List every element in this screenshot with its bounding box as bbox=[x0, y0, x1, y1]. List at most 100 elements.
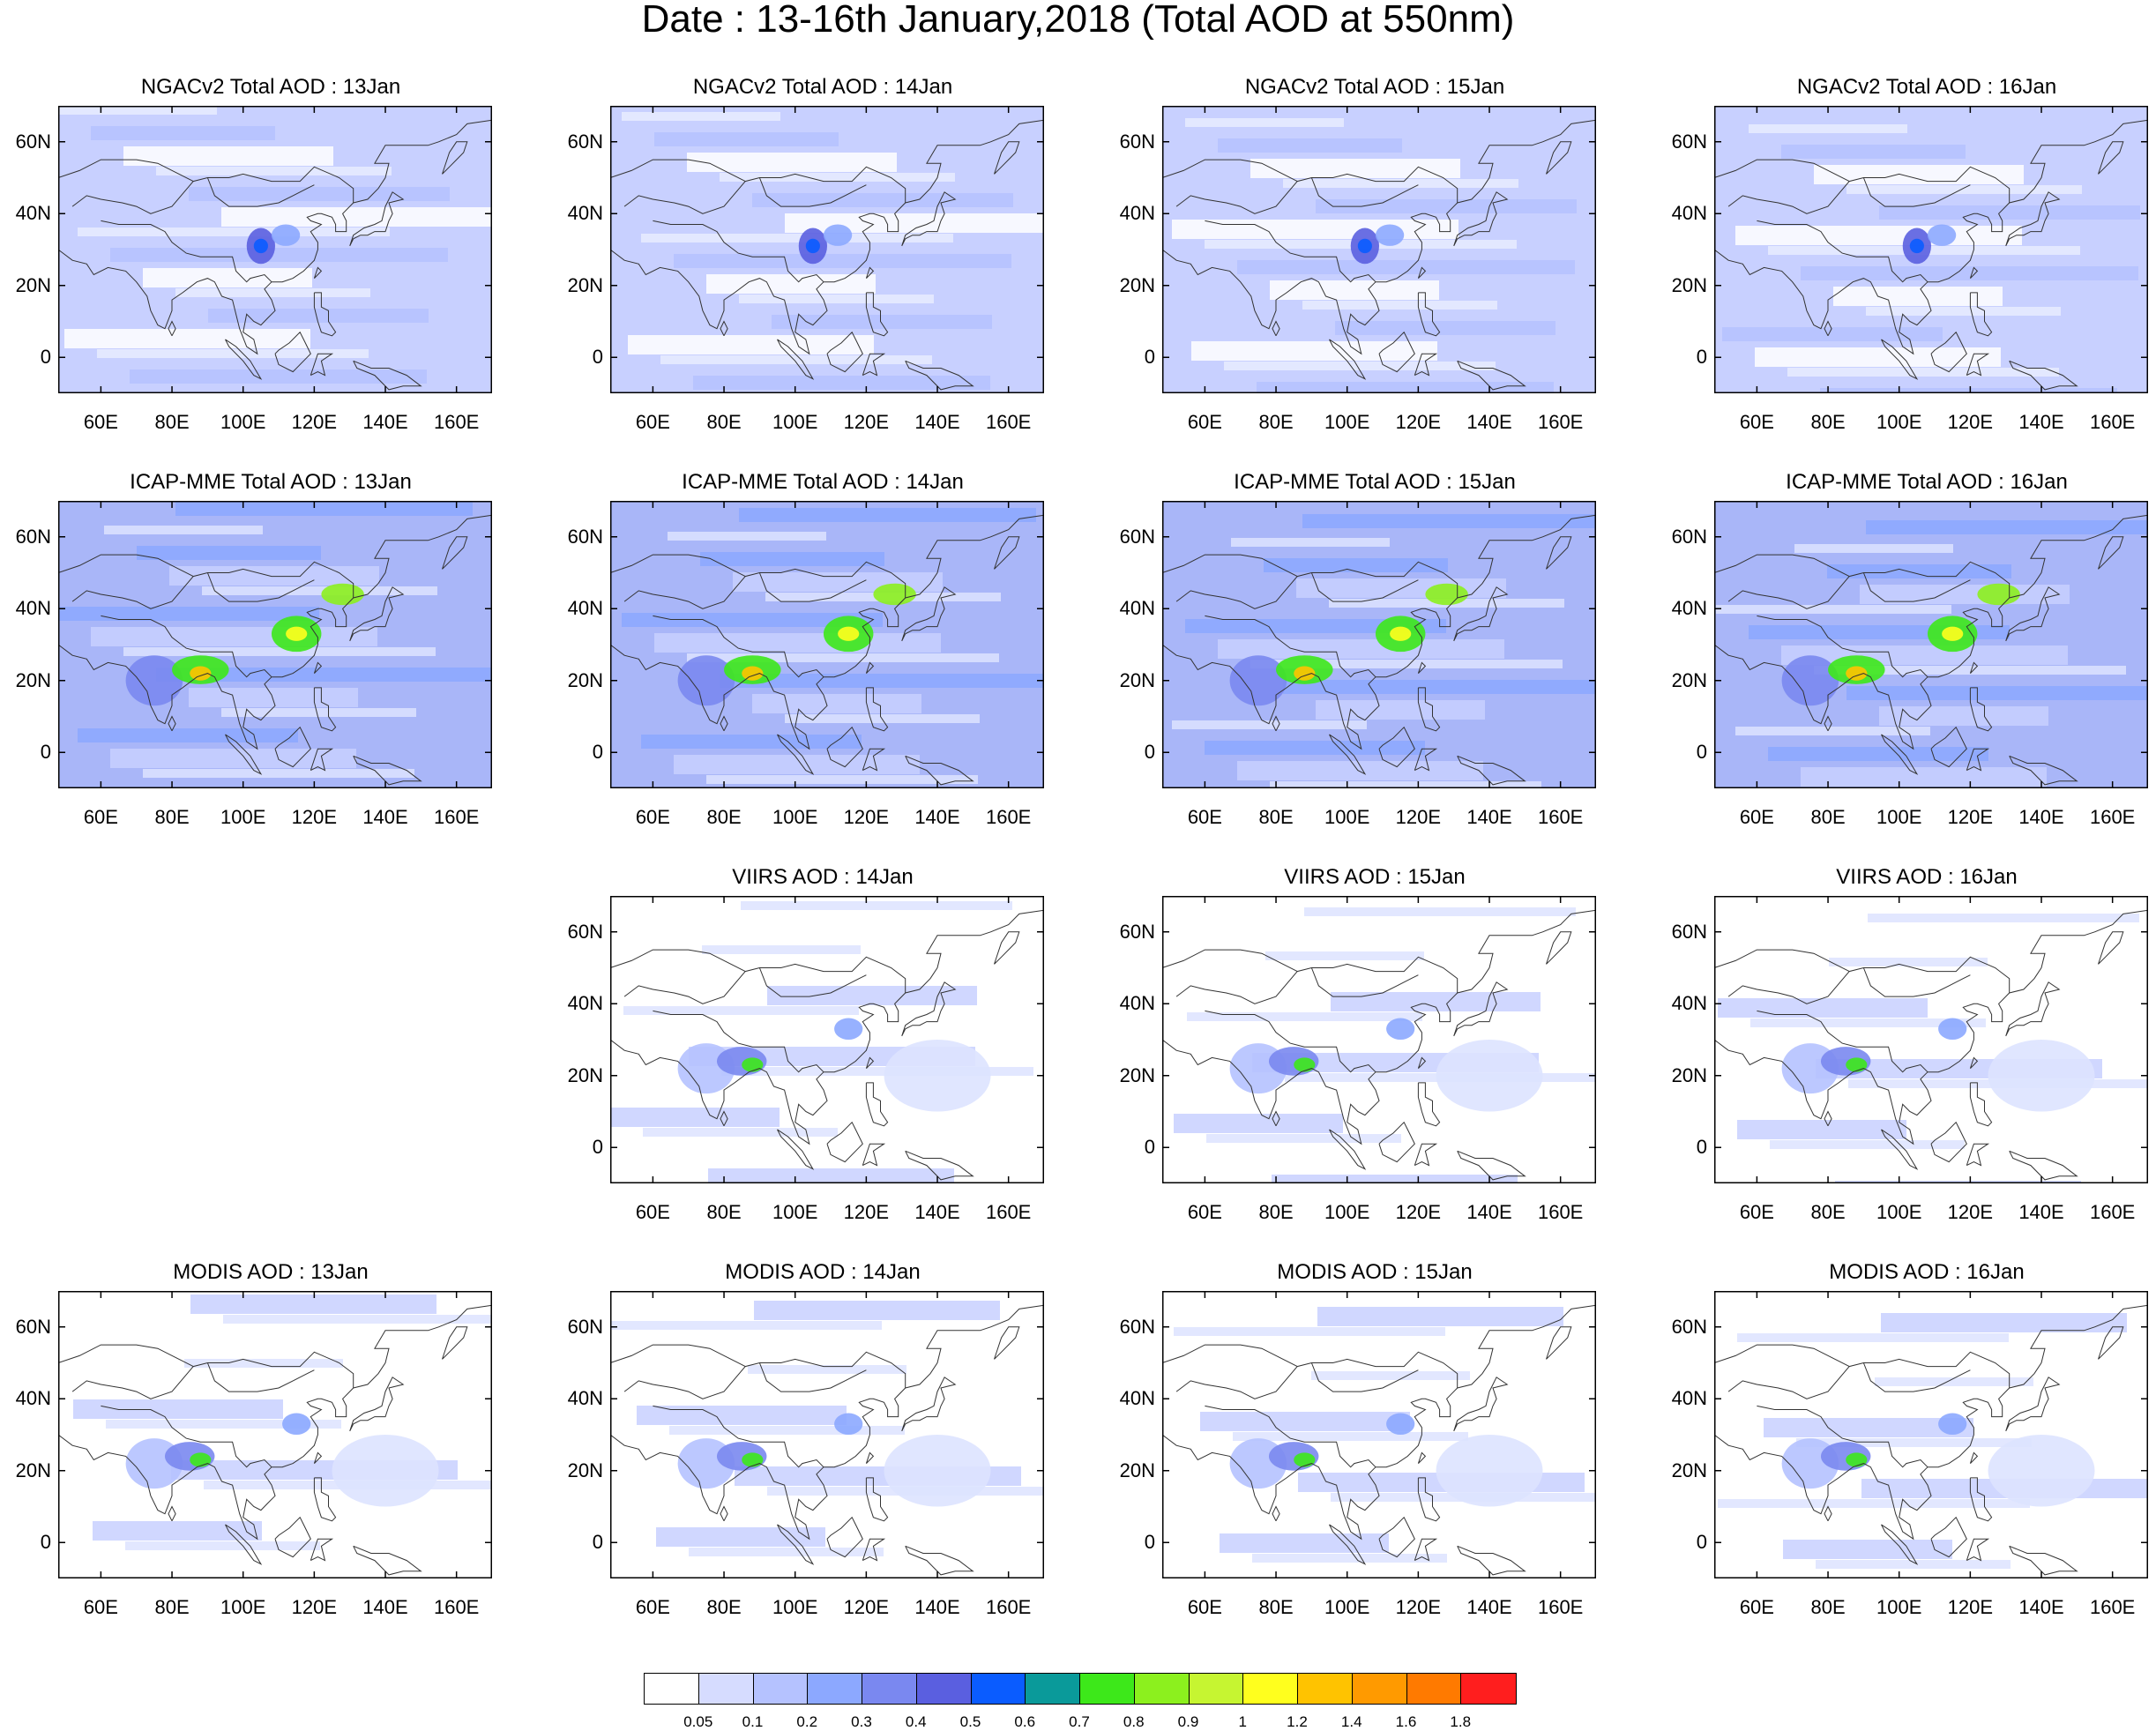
map-panel: NGACv2 Total AOD : 14Jan 60N 40N 20N 0 60E 80E… bbox=[552, 76, 1046, 455]
coastline bbox=[206, 572, 315, 602]
aod-plume bbox=[271, 224, 301, 246]
coastline bbox=[1966, 353, 1990, 377]
latitude-label: 40N bbox=[15, 597, 51, 620]
coastline bbox=[777, 1524, 815, 1565]
aod-field-band bbox=[184, 1359, 343, 1368]
aod-field-band bbox=[79, 1335, 377, 1349]
coastline bbox=[1546, 141, 1572, 175]
latitude-label: 60N bbox=[567, 525, 603, 548]
coastline bbox=[1714, 909, 2148, 1145]
aod-plume bbox=[1781, 655, 1839, 706]
aod-field-band bbox=[1233, 1432, 1468, 1441]
coastline bbox=[1417, 1082, 1441, 1127]
aod-plume bbox=[1938, 1413, 1967, 1435]
latitude-label: 60N bbox=[1671, 1315, 1707, 1338]
latitude-label: 20N bbox=[1671, 1063, 1707, 1086]
coastline bbox=[2098, 1326, 2124, 1360]
coastline bbox=[1417, 1477, 1441, 1522]
map-panel: MODIS AOD : 16Jan 60N 40N 20N 0 60E 80E 100E 120… bbox=[1656, 1261, 2150, 1640]
longitude-label: 80E bbox=[706, 1201, 742, 1223]
coastline bbox=[653, 1405, 824, 1468]
longitude-label: 80E bbox=[1258, 1596, 1294, 1618]
panel-title: ICAP-MME Total AOD : 15Jan bbox=[1234, 470, 1516, 494]
aod-field-band bbox=[73, 1399, 283, 1419]
map-panel: VIIRS AOD : 14Jan 60N 40N 20N 0 60E 80E 100E 120… bbox=[552, 866, 1046, 1245]
coastline bbox=[2009, 1545, 2078, 1576]
map-area bbox=[610, 896, 1044, 1183]
latitude-label: 60N bbox=[1119, 525, 1155, 548]
map-area bbox=[610, 106, 1044, 393]
aod-field-band bbox=[1881, 1313, 2127, 1332]
colorbar-tick-label: 0.3 bbox=[851, 1713, 872, 1730]
map-panel: VIIRS AOD : 16Jan 60N 40N 20N 0 60E 80E 100E 120… bbox=[1656, 866, 2150, 1245]
map-background bbox=[1714, 501, 2148, 788]
aod-field-band bbox=[1814, 666, 2126, 675]
aod-field-band bbox=[1174, 1327, 1445, 1336]
coastline bbox=[1457, 1150, 1526, 1181]
coastline bbox=[1205, 615, 1376, 678]
longitude-label: 80E bbox=[1810, 1596, 1846, 1618]
coastline bbox=[353, 360, 422, 391]
aod-field-band bbox=[1735, 226, 2022, 245]
aod-field-band bbox=[1768, 747, 1988, 761]
aod-field-band bbox=[1737, 1120, 1906, 1139]
map-border bbox=[610, 1291, 1044, 1578]
longitude-label: 120E bbox=[291, 1596, 338, 1618]
coastline bbox=[1714, 159, 1850, 183]
coastline bbox=[1162, 159, 1298, 183]
longitude-label: 120E bbox=[1947, 411, 1994, 433]
coastline bbox=[168, 1505, 176, 1522]
aod-field-band bbox=[104, 526, 263, 534]
coastline bbox=[1310, 572, 1419, 602]
longitude-label: 80E bbox=[1810, 411, 1846, 433]
map-area bbox=[1714, 1291, 2148, 1578]
latitude-label: 60N bbox=[1671, 920, 1707, 943]
coastline bbox=[1969, 1451, 1979, 1464]
coastline bbox=[720, 320, 728, 337]
aod-plume bbox=[742, 666, 764, 681]
longitude-label: 100E bbox=[1876, 1596, 1922, 1618]
longitude-label: 140E bbox=[914, 411, 960, 433]
coastline bbox=[1162, 949, 1298, 973]
aod-field-band bbox=[1218, 639, 1504, 659]
aod-plume bbox=[742, 1057, 764, 1072]
latitude-label: 60N bbox=[15, 130, 51, 153]
aod-field-band bbox=[721, 1568, 942, 1578]
coastline bbox=[777, 734, 815, 775]
coastline bbox=[1757, 220, 1928, 283]
coastline bbox=[1417, 292, 1441, 337]
coastline bbox=[58, 119, 492, 355]
latitude-label: 40N bbox=[567, 202, 603, 225]
colorbar-swatch bbox=[915, 1673, 972, 1705]
coastline bbox=[310, 1538, 334, 1562]
latitude-label: 0 bbox=[592, 1531, 603, 1554]
aod-plume bbox=[1977, 583, 2020, 606]
map-border bbox=[1714, 1291, 2148, 1578]
longitude-label: 160E bbox=[1537, 411, 1584, 433]
coastline bbox=[758, 572, 867, 602]
coastline bbox=[1969, 266, 1979, 279]
panel-title: MODIS AOD : 13Jan bbox=[173, 1260, 369, 1284]
coastline bbox=[610, 159, 746, 183]
coastline bbox=[1714, 119, 2148, 355]
colorbar-tick-label: 0.8 bbox=[1123, 1713, 1145, 1730]
coastline bbox=[610, 514, 1044, 750]
aod-field-band bbox=[1731, 1398, 1915, 1412]
aod-map bbox=[58, 501, 492, 788]
coastline bbox=[1969, 292, 1993, 337]
panel-title: NGACv2 Total AOD : 16Jan bbox=[1796, 75, 2057, 99]
map-panel: MODIS AOD : 14Jan 60N 40N 20N 0 60E 80E 100E 120… bbox=[552, 1261, 1046, 1640]
colorbar-swatch bbox=[1351, 1673, 1407, 1705]
coastline bbox=[1824, 1110, 1832, 1127]
aod-plume bbox=[1375, 224, 1405, 246]
coastline bbox=[1272, 1505, 1280, 1522]
coastline bbox=[274, 331, 311, 373]
aod-field-band bbox=[674, 755, 920, 774]
aod-field-band bbox=[91, 627, 377, 646]
aod-field-band bbox=[1866, 520, 2148, 534]
coastline bbox=[1329, 1524, 1367, 1565]
coastline bbox=[1930, 726, 1967, 768]
panel-title: VIIRS AOD : 14Jan bbox=[732, 865, 914, 889]
latitude-label: 40N bbox=[1119, 1387, 1155, 1410]
coastline bbox=[905, 1150, 974, 1181]
